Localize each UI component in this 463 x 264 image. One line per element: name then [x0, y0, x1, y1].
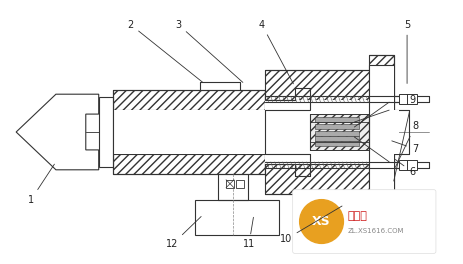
Bar [113, 154, 264, 174]
Bar [225, 180, 233, 188]
Text: XS: XS [312, 215, 330, 228]
Bar [314, 136, 358, 141]
Bar [398, 94, 416, 104]
Text: 6: 6 [394, 159, 414, 177]
Bar [264, 110, 398, 154]
Text: 7: 7 [391, 141, 417, 154]
Bar [314, 117, 358, 122]
Text: ZL.XS1616.COM: ZL.XS1616.COM [347, 228, 403, 234]
Bar [99, 97, 113, 167]
Text: 8: 8 [394, 121, 417, 167]
Text: 3: 3 [175, 20, 242, 82]
Bar [314, 131, 358, 136]
Text: 9: 9 [393, 95, 414, 181]
Bar [264, 100, 388, 164]
Bar [369, 65, 393, 199]
Circle shape [299, 200, 343, 243]
Text: 11: 11 [242, 217, 255, 249]
Text: 2: 2 [127, 20, 202, 83]
Bar [314, 124, 358, 129]
Text: 资料网: 资料网 [347, 211, 367, 220]
Polygon shape [16, 94, 99, 170]
Bar [398, 160, 416, 170]
Bar [309, 114, 369, 150]
Text: 5: 5 [403, 20, 409, 83]
Text: 1: 1 [28, 164, 54, 205]
Bar [113, 110, 264, 154]
Bar [314, 141, 358, 146]
FancyBboxPatch shape [292, 190, 435, 253]
Bar [236, 180, 244, 188]
Bar [264, 70, 388, 100]
Text: 4: 4 [258, 20, 293, 84]
Bar [369, 55, 393, 209]
Bar [264, 164, 388, 194]
Bar [195, 200, 278, 235]
Bar [113, 90, 264, 110]
Text: 10: 10 [279, 206, 341, 244]
Text: 12: 12 [166, 216, 201, 249]
